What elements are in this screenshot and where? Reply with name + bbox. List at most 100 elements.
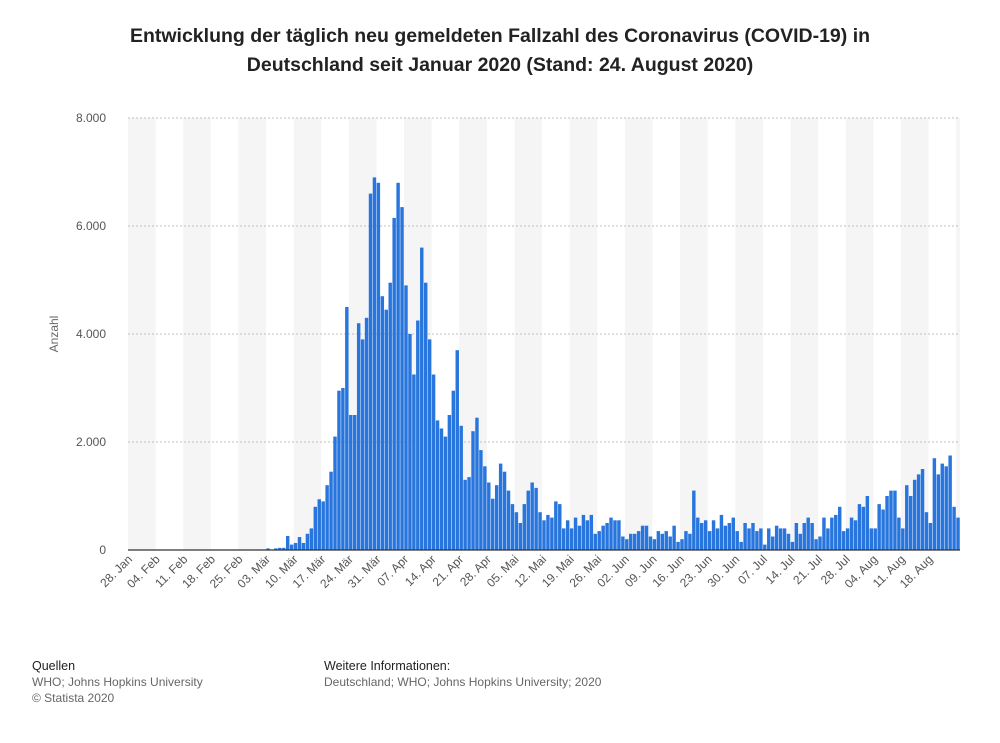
bar (558, 504, 562, 550)
bar (782, 528, 787, 550)
bar (747, 528, 751, 550)
bar (621, 536, 625, 550)
bar (510, 504, 515, 550)
bar (601, 525, 605, 550)
bar (826, 528, 830, 550)
bar (313, 506, 318, 550)
bar (317, 499, 321, 550)
bar (400, 207, 404, 550)
bar (554, 501, 558, 550)
bar (542, 520, 546, 550)
bar (889, 490, 893, 550)
sources-text: WHO; Johns Hopkins University (32, 675, 203, 689)
bar (617, 520, 621, 550)
bar (857, 504, 862, 550)
bar (565, 520, 570, 550)
bar (924, 512, 929, 550)
bar (530, 482, 534, 550)
bar (912, 479, 917, 550)
bar (388, 282, 392, 550)
bar (932, 458, 937, 550)
bar (408, 334, 412, 550)
info-text: Deutschland; WHO; Johns Hopkins Universi… (324, 675, 602, 689)
bar (723, 525, 728, 550)
bar (763, 544, 767, 550)
bar (593, 533, 597, 550)
bar (534, 487, 538, 550)
bar (759, 528, 763, 550)
bar (818, 536, 822, 550)
bar (751, 523, 755, 550)
bar (514, 512, 519, 550)
bar (597, 531, 601, 550)
bar (420, 247, 424, 550)
bar (865, 496, 870, 550)
bar (956, 517, 960, 550)
y-tick-label: 6.000 (76, 219, 106, 233)
bar (494, 485, 499, 550)
bar (830, 517, 834, 550)
bar (345, 307, 349, 550)
bar (885, 496, 889, 550)
y-axis-tick-labels: 0 2.000 4.000 6.000 8.000 (76, 111, 106, 557)
bar (696, 517, 700, 550)
bar (897, 517, 901, 550)
bar (735, 531, 739, 550)
bar (629, 533, 633, 550)
bar (581, 514, 586, 550)
bar (518, 523, 523, 550)
y-tick-label: 0 (99, 543, 106, 557)
copyright-text: © Statista 2020 (32, 691, 115, 705)
bar (778, 528, 783, 550)
bar (893, 490, 897, 550)
y-axis-label: Anzahl (47, 316, 61, 353)
bar (822, 517, 826, 550)
bar (928, 523, 933, 550)
bar-series (128, 177, 960, 551)
bar (648, 536, 653, 550)
bar (731, 517, 735, 550)
bar (487, 482, 491, 550)
bar (905, 485, 909, 550)
bar (471, 431, 475, 550)
bar (451, 390, 456, 550)
bar (443, 436, 448, 550)
bar (356, 323, 361, 550)
bar (767, 528, 771, 550)
bar (274, 548, 278, 550)
bar (368, 193, 373, 550)
bar (940, 463, 944, 550)
bar (569, 528, 574, 550)
bar (301, 542, 306, 550)
bar (337, 390, 341, 550)
bar (297, 537, 302, 550)
bar (644, 525, 649, 550)
info-block: Weitere Informationen: Deutschland; WHO;… (324, 658, 601, 690)
bar (715, 528, 720, 550)
bar (522, 504, 527, 550)
info-heading: Weitere Informationen: (324, 659, 451, 673)
bar (396, 182, 400, 551)
y-tick-label: 2.000 (76, 435, 106, 449)
bar (483, 466, 487, 550)
bar (266, 548, 270, 550)
bar (491, 498, 495, 550)
bar (676, 541, 680, 550)
bar (834, 514, 838, 550)
bar (849, 517, 854, 550)
bar (392, 217, 396, 550)
bar (589, 514, 594, 550)
bar (333, 436, 337, 550)
bar (707, 531, 712, 550)
bar (802, 523, 806, 550)
bar (948, 455, 952, 550)
bar (479, 450, 483, 550)
bar (467, 477, 471, 550)
bar (431, 374, 436, 550)
week-band (956, 118, 960, 550)
bar (952, 506, 956, 550)
bar (727, 523, 732, 550)
bar (550, 517, 554, 550)
bar (652, 539, 657, 550)
bar (309, 528, 314, 550)
